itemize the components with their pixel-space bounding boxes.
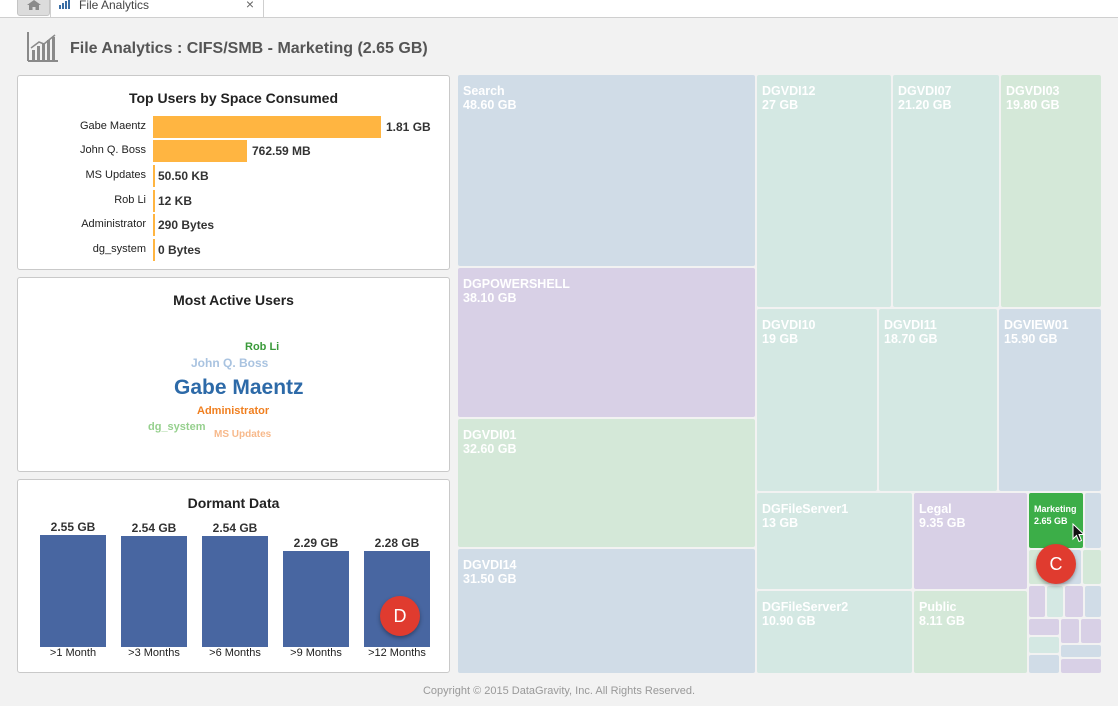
dormant-bar[interactable] [283,551,349,647]
treemap-tile-dgvdi03[interactable]: DGVDI03 19.80 GB [1001,75,1101,307]
dormant-bar[interactable] [202,536,268,647]
dormant-bar[interactable] [121,536,187,647]
user-bar-row[interactable]: MS Updates 50.50 KB [18,165,448,187]
user-name: MS Updates [85,169,146,181]
user-value: 12 KB [158,194,193,208]
tab-file-analytics[interactable]: File Analytics × [50,0,264,17]
user-bar[interactable] [153,190,155,212]
word-cloud-item[interactable]: Rob Li [245,341,280,353]
bar-chart-icon [59,0,70,9]
treemap-tile-dgfileserver2[interactable]: DGFileServer2 10.90 GB [757,591,912,673]
treemap-tile[interactable] [1065,586,1083,617]
word-cloud-item[interactable]: Administrator [197,405,270,417]
treemap-tile-dgvdi14[interactable]: DGVDI14 31.50 GB [458,549,755,673]
treemap-tile-dgpowershell[interactable]: DGPOWERSHELL 38.10 GB [458,268,755,417]
dormant-bar-category: >12 Months [368,647,426,659]
active-users-title: Most Active Users [173,292,294,308]
treemap-tile[interactable] [1085,586,1101,617]
dormant-bar-category: >1 Month [49,647,97,659]
user-value: 0 Bytes [158,243,201,257]
user-value: 50.50 KB [158,169,209,183]
treemap-tile-marketing[interactable]: Marketing 2.65 GB [1029,493,1083,548]
user-bar[interactable] [153,239,155,261]
user-bar[interactable] [153,165,155,187]
dormant-bar[interactable] [40,535,106,647]
treemap-tile-dgvdi11[interactable]: DGVDI11 18.70 GB [879,309,997,491]
user-bar-row[interactable]: John Q. Boss 762.59 MB [18,140,448,162]
word-cloud-item[interactable]: John Q. Boss [191,356,269,370]
mouse-cursor-icon [1072,523,1085,543]
user-bar[interactable] [153,214,155,236]
treemap-tile-dgvdi12[interactable]: DGVDI12 27 GB [757,75,891,307]
dormant-bar-value: 2.28 GB [374,536,420,550]
word-cloud-item[interactable]: Gabe Maentz [174,376,304,399]
top-users-title: Top Users by Space Consumed [128,90,338,106]
page-title: File Analytics : CIFS/SMB - Marketing (2… [70,40,428,57]
user-bar[interactable] [153,140,247,162]
user-bar[interactable] [153,116,381,138]
top-users-panel: Top Users by Space Consumed Gabe Maentz … [17,75,450,270]
dormant-bar-value: 2.54 GB [131,521,177,535]
treemap-tile[interactable] [1029,655,1059,673]
treemap-tile[interactable] [1081,619,1101,643]
treemap-tile[interactable] [1061,619,1079,643]
dormant-bar-value: 2.29 GB [293,536,339,550]
active-users-panel: Most Active Users Rob Li John Q. Boss Ga… [17,277,450,472]
analytics-chart-icon [27,32,58,62]
user-bar-row[interactable]: Gabe Maentz 1.81 GB [18,116,448,138]
annotation-badge-d: D [380,596,420,636]
dormant-bar-category: >3 Months [128,647,180,659]
tab-bar: File Analytics × [0,0,1118,18]
treemap-tile-dgvdi07[interactable]: DGVDI07 21.20 GB [893,75,999,307]
treemap-tile-dgvdi01[interactable]: DGVDI01 32.60 GB [458,419,755,547]
user-name: John Q. Boss [79,144,146,156]
dormant-bar-value: 2.54 GB [212,521,258,535]
treemap-tile-dgfileserver1[interactable]: DGFileServer1 13 GB [757,493,912,589]
folder-treemap: Search 48.60 GB DGPOWERSHELL 38.10 GB DGVD… [458,75,1101,673]
treemap-tile-public[interactable]: Public 8.11 GB [914,591,1027,673]
user-name: Administrator [81,218,146,230]
treemap-tile-dgvdi10[interactable]: DGVDI10 19 GB [757,309,877,491]
home-icon [27,0,41,10]
tab-close-button[interactable]: × [245,0,254,12]
treemap-tile-dgview01[interactable]: DGVIEW01 15.90 GB [999,309,1101,491]
treemap-tile[interactable] [1047,586,1063,617]
treemap-tile[interactable] [1029,637,1059,653]
user-name: Gabe Maentz [79,120,146,132]
user-value: 1.81 GB [386,120,431,134]
dormant-data-panel: Dormant Data 2.55 GB >1 Month 2.54 GB >3 Mo… [17,479,450,673]
user-value: 762.59 MB [252,144,311,158]
treemap-tile[interactable] [1061,659,1101,673]
user-bar-row[interactable]: dg_system 0 Bytes [18,239,448,261]
word-cloud-item[interactable]: dg_system [148,421,206,433]
home-tab[interactable] [17,0,50,16]
user-bar-row[interactable]: Administrator 290 Bytes [18,214,448,236]
word-cloud-item[interactable]: MS Updates [214,429,272,440]
user-value: 290 Bytes [158,218,215,232]
treemap-tile[interactable] [1029,586,1045,617]
treemap-tile[interactable] [1029,619,1059,635]
annotation-badge-c: C [1036,544,1076,584]
treemap-tile-search[interactable]: Search 48.60 GB [458,75,755,266]
treemap-tile-legal[interactable]: Legal 9.35 GB [914,493,1027,589]
tab-label: File Analytics [79,0,150,12]
dormant-bar-value: 2.55 GB [50,520,96,534]
user-name: Rob Li [114,194,146,206]
dormant-data-title: Dormant Data [187,495,280,511]
dormant-bar-category: >9 Months [290,647,342,659]
user-name: dg_system [92,243,146,255]
user-bar-row[interactable]: Rob Li 12 KB [18,190,448,212]
treemap-tile[interactable] [1085,493,1101,548]
copyright-footer: Copyright © 2015 DataGravity, Inc. All R… [422,685,696,697]
treemap-tile[interactable] [1061,645,1101,657]
dormant-bar-category: >6 Months [209,647,261,659]
treemap-tile[interactable] [1083,550,1101,584]
